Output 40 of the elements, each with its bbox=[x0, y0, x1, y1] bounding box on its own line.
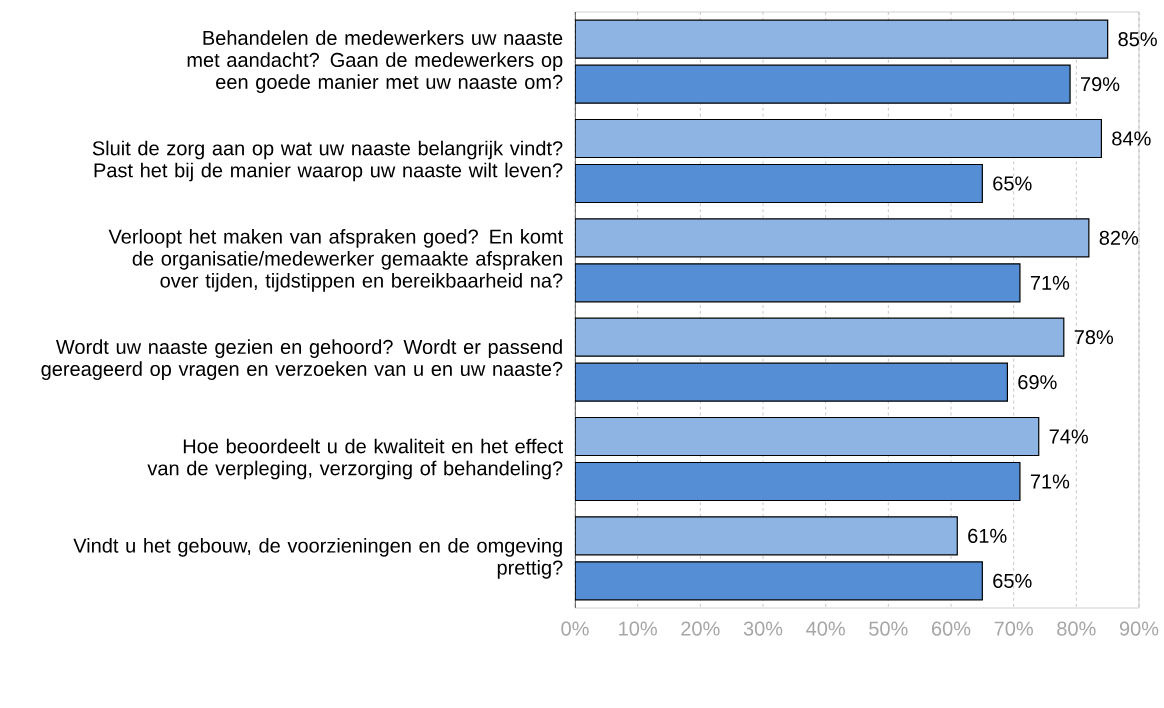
bar bbox=[575, 461, 1021, 502]
bar bbox=[575, 163, 983, 204]
y-tick-label: Sluit de zorg aan op wat uw naaste belangrijk vindt? Past het bij de manier waarop uw naaste wilt leven? bbox=[92, 140, 563, 182]
x-tick-label: 30% bbox=[743, 621, 783, 636]
bar bbox=[575, 263, 1021, 303]
bar bbox=[575, 317, 1065, 357]
data-label: 71% bbox=[1030, 474, 1070, 489]
data-label: 71% bbox=[1030, 275, 1070, 290]
bar bbox=[575, 19, 1109, 59]
bar bbox=[575, 561, 983, 601]
data-label: 79% bbox=[1081, 77, 1120, 92]
x-tick-label: 40% bbox=[806, 621, 845, 636]
y-tick-label: Hoe beoordeelt u de kwaliteit en het effect van de verpleging, verzorging of behandeling? bbox=[147, 438, 564, 480]
data-label: 82% bbox=[1099, 230, 1139, 245]
bar bbox=[575, 118, 1102, 159]
y-tick-label: Wordt uw naaste gezien en gehoord? Wordt er passend gereageerd op vragen en verzoeken van u en uw naaste? bbox=[41, 339, 563, 380]
y-tick-label: Vindt u het gebouw, de voorzieningen en de omgeving prettig? bbox=[73, 538, 563, 579]
data-label: 65% bbox=[993, 573, 1032, 588]
bar bbox=[575, 218, 1090, 258]
bar bbox=[575, 362, 1008, 402]
bar bbox=[575, 516, 958, 556]
bar bbox=[575, 64, 1071, 104]
data-label: 69% bbox=[1018, 375, 1057, 390]
x-tick-label: 70% bbox=[994, 621, 1033, 636]
x-tick-label: 90% bbox=[1119, 621, 1159, 636]
data-label: 85% bbox=[1118, 32, 1157, 47]
data-label: 61% bbox=[968, 528, 1007, 543]
data-label: 78% bbox=[1074, 330, 1114, 345]
y-tick-label: Behandelen de medewerkers uw naaste met aandacht? Gaan de medewerkers op een goede manier met uw naaste om? bbox=[187, 30, 563, 93]
bar bbox=[575, 416, 1040, 457]
x-tick-label: 80% bbox=[1057, 621, 1096, 636]
data-label: 74% bbox=[1049, 429, 1088, 444]
x-tick-label: 50% bbox=[869, 621, 908, 636]
x-tick-label: 10% bbox=[619, 621, 657, 636]
data-label: 84% bbox=[1112, 131, 1151, 146]
x-tick-label: 0% bbox=[561, 621, 589, 636]
x-tick-label: 20% bbox=[681, 621, 720, 636]
data-label: 65% bbox=[993, 176, 1032, 191]
x-tick-label: 60% bbox=[932, 621, 971, 636]
y-tick-label: Verloopt het maken van afspraken goed? En komt de organisatie/medewerker gemaakte afspraken over tijden, tijdstippen en bereikbaarheid na? bbox=[108, 229, 563, 292]
